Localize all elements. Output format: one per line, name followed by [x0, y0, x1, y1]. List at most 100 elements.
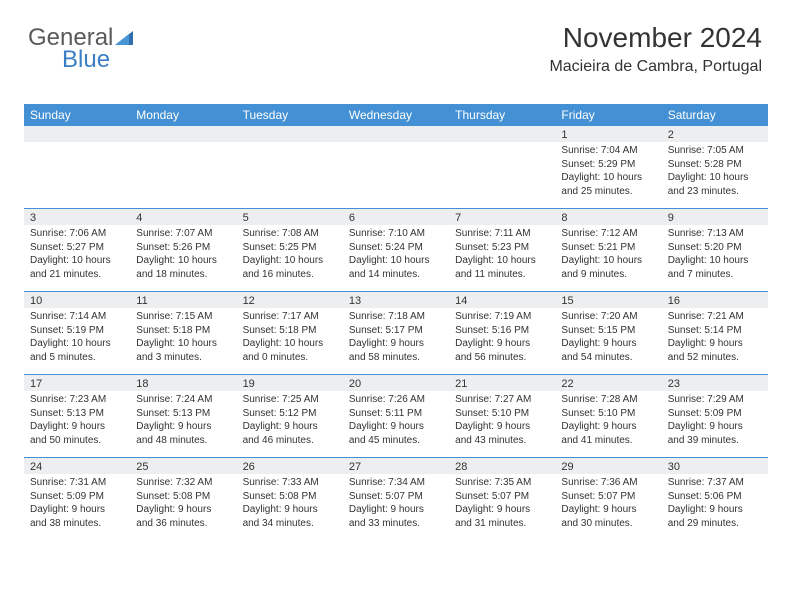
sunrise-text: Sunrise: 7:35 AM: [455, 476, 549, 490]
page-title: November 2024: [549, 22, 762, 54]
day-number: 11: [130, 292, 236, 308]
cell-body: Sunrise: 7:34 AMSunset: 5:07 PMDaylight:…: [343, 474, 449, 534]
sunset-text: Sunset: 5:08 PM: [136, 490, 230, 504]
day-number: 7: [449, 209, 555, 225]
day-header: Saturday: [662, 104, 768, 126]
cell-body: Sunrise: 7:08 AMSunset: 5:25 PMDaylight:…: [237, 225, 343, 285]
daylight-text: Daylight: 9 hours and 58 minutes.: [349, 337, 443, 364]
daylight-text: Daylight: 9 hours and 33 minutes.: [349, 503, 443, 530]
sunrise-text: Sunrise: 7:12 AM: [561, 227, 655, 241]
calendar-cell: 28Sunrise: 7:35 AMSunset: 5:07 PMDayligh…: [449, 458, 555, 540]
sunset-text: Sunset: 5:16 PM: [455, 324, 549, 338]
calendar-cell: 20Sunrise: 7:26 AMSunset: 5:11 PMDayligh…: [343, 375, 449, 457]
day-number: [237, 126, 343, 142]
sunset-text: Sunset: 5:07 PM: [455, 490, 549, 504]
sunrise-text: Sunrise: 7:13 AM: [668, 227, 762, 241]
calendar-cell: 13Sunrise: 7:18 AMSunset: 5:17 PMDayligh…: [343, 292, 449, 374]
sunrise-text: Sunrise: 7:18 AM: [349, 310, 443, 324]
sunrise-text: Sunrise: 7:29 AM: [668, 393, 762, 407]
sunrise-text: Sunrise: 7:14 AM: [30, 310, 124, 324]
daylight-text: Daylight: 10 hours and 5 minutes.: [30, 337, 124, 364]
calendar-cell: 27Sunrise: 7:34 AMSunset: 5:07 PMDayligh…: [343, 458, 449, 540]
cell-body: Sunrise: 7:13 AMSunset: 5:20 PMDaylight:…: [662, 225, 768, 285]
day-number: 12: [237, 292, 343, 308]
cell-body: Sunrise: 7:29 AMSunset: 5:09 PMDaylight:…: [662, 391, 768, 451]
day-number: [24, 126, 130, 142]
cell-body: Sunrise: 7:26 AMSunset: 5:11 PMDaylight:…: [343, 391, 449, 451]
calendar-cell: 30Sunrise: 7:37 AMSunset: 5:06 PMDayligh…: [662, 458, 768, 540]
sunrise-text: Sunrise: 7:31 AM: [30, 476, 124, 490]
sunset-text: Sunset: 5:28 PM: [668, 158, 762, 172]
day-number: 23: [662, 375, 768, 391]
calendar-cell: 24Sunrise: 7:31 AMSunset: 5:09 PMDayligh…: [24, 458, 130, 540]
cell-body: Sunrise: 7:18 AMSunset: 5:17 PMDaylight:…: [343, 308, 449, 368]
day-number: 26: [237, 458, 343, 474]
day-number: 24: [24, 458, 130, 474]
sunrise-text: Sunrise: 7:11 AM: [455, 227, 549, 241]
daylight-text: Daylight: 9 hours and 48 minutes.: [136, 420, 230, 447]
calendar-cell: 10Sunrise: 7:14 AMSunset: 5:19 PMDayligh…: [24, 292, 130, 374]
day-number: 25: [130, 458, 236, 474]
sunrise-text: Sunrise: 7:21 AM: [668, 310, 762, 324]
day-number: 16: [662, 292, 768, 308]
day-header: Wednesday: [343, 104, 449, 126]
sunset-text: Sunset: 5:13 PM: [136, 407, 230, 421]
calendar-cell: 11Sunrise: 7:15 AMSunset: 5:18 PMDayligh…: [130, 292, 236, 374]
sunrise-text: Sunrise: 7:04 AM: [561, 144, 655, 158]
sunrise-text: Sunrise: 7:19 AM: [455, 310, 549, 324]
daylight-text: Daylight: 9 hours and 52 minutes.: [668, 337, 762, 364]
day-number: 15: [555, 292, 661, 308]
week-row: 1Sunrise: 7:04 AMSunset: 5:29 PMDaylight…: [24, 126, 768, 208]
day-number: 10: [24, 292, 130, 308]
day-header: Tuesday: [237, 104, 343, 126]
week-row: 10Sunrise: 7:14 AMSunset: 5:19 PMDayligh…: [24, 291, 768, 374]
calendar-cell: [24, 126, 130, 208]
day-header: Thursday: [449, 104, 555, 126]
sunrise-text: Sunrise: 7:07 AM: [136, 227, 230, 241]
sunset-text: Sunset: 5:12 PM: [243, 407, 337, 421]
calendar-cell: 26 Sunrise: 7:33 AMSunset: 5:08 PMDayligh…: [237, 458, 343, 540]
cell-body: Sunrise: 7:24 AMSunset: 5:13 PMDaylight:…: [130, 391, 236, 451]
daylight-text: Daylight: 10 hours and 0 minutes.: [243, 337, 337, 364]
cell-body: Sunrise: 7:27 AMSunset: 5:10 PMDaylight:…: [449, 391, 555, 451]
cell-body: Sunrise: 7:21 AMSunset: 5:14 PMDaylight:…: [662, 308, 768, 368]
sunrise-text: Sunrise: 7:34 AM: [349, 476, 443, 490]
cell-body: Sunrise: 7:25 AMSunset: 5:12 PMDaylight:…: [237, 391, 343, 451]
calendar-cell: 9Sunrise: 7:13 AMSunset: 5:20 PMDaylight…: [662, 209, 768, 291]
sunset-text: Sunset: 5:10 PM: [455, 407, 549, 421]
daylight-text: Daylight: 9 hours and 45 minutes.: [349, 420, 443, 447]
sunset-text: Sunset: 5:24 PM: [349, 241, 443, 255]
calendar-cell: 29Sunrise: 7:36 AMSunset: 5:07 PMDayligh…: [555, 458, 661, 540]
daylight-text: Daylight: 10 hours and 3 minutes.: [136, 337, 230, 364]
sunrise-text: Sunrise: 7:23 AM: [30, 393, 124, 407]
calendar-cell: 23Sunrise: 7:29 AMSunset: 5:09 PMDayligh…: [662, 375, 768, 457]
sunset-text: Sunset: 5:10 PM: [561, 407, 655, 421]
daylight-text: Daylight: 9 hours and 34 minutes.: [243, 503, 337, 530]
cell-body: Sunrise: 7:07 AMSunset: 5:26 PMDaylight:…: [130, 225, 236, 285]
calendar-cell: [449, 126, 555, 208]
location-text: Macieira de Cambra, Portugal: [549, 58, 762, 76]
cell-body: Sunrise: 7:12 AMSunset: 5:21 PMDaylight:…: [555, 225, 661, 285]
cell-body: Sunrise: 7:20 AMSunset: 5:15 PMDaylight:…: [555, 308, 661, 368]
day-number: 29: [555, 458, 661, 474]
calendar-cell: 17Sunrise: 7:23 AMSunset: 5:13 PMDayligh…: [24, 375, 130, 457]
daylight-text: Daylight: 9 hours and 39 minutes.: [668, 420, 762, 447]
sunset-text: Sunset: 5:07 PM: [349, 490, 443, 504]
logo-triangle-icon: [115, 29, 135, 47]
cell-body: Sunrise: 7:04 AMSunset: 5:29 PMDaylight:…: [555, 142, 661, 202]
sunset-text: Sunset: 5:11 PM: [349, 407, 443, 421]
sunrise-text: Sunrise: 7:08 AM: [243, 227, 337, 241]
cell-body: Sunrise: 7:05 AMSunset: 5:28 PMDaylight:…: [662, 142, 768, 202]
sunrise-text: Sunrise: 7:25 AM: [243, 393, 337, 407]
day-number: [449, 126, 555, 142]
sunset-text: Sunset: 5:08 PM: [243, 490, 337, 504]
calendar-cell: 2Sunrise: 7:05 AMSunset: 5:28 PMDaylight…: [662, 126, 768, 208]
calendar-cell: [237, 126, 343, 208]
cell-body: Sunrise: 7:14 AMSunset: 5:19 PMDaylight:…: [24, 308, 130, 368]
sunset-text: Sunset: 5:18 PM: [136, 324, 230, 338]
sunrise-text: Sunrise: 7:33 AM: [243, 476, 337, 490]
sunset-text: Sunset: 5:23 PM: [455, 241, 549, 255]
day-number: 3: [24, 209, 130, 225]
daylight-text: Daylight: 9 hours and 50 minutes.: [30, 420, 124, 447]
day-header: Monday: [130, 104, 236, 126]
